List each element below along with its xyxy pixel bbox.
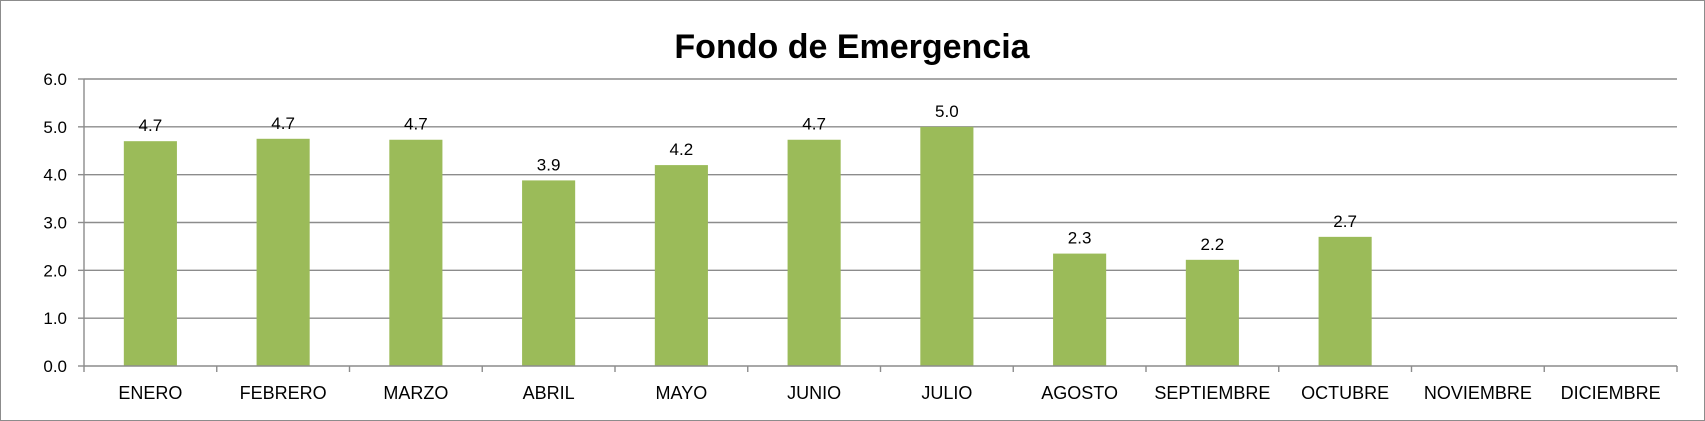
y-tick-label: 1.0 xyxy=(43,309,67,328)
y-tick-label: 0.0 xyxy=(43,357,67,376)
x-tick-label: FEBRERO xyxy=(240,383,327,403)
bar xyxy=(123,141,177,366)
data-label: 5.0 xyxy=(935,102,959,121)
y-tick-label: 3.0 xyxy=(43,214,67,233)
bar xyxy=(522,180,576,366)
data-label: 4.7 xyxy=(404,115,428,134)
data-labels: 4.7 4.7 4.7 3.9 4.2 4.7 5.0 2.3 2.2 2.7 xyxy=(139,102,1357,254)
data-label: 3.9 xyxy=(537,155,561,174)
chart-title: Fondo de Emergencia xyxy=(674,28,1030,66)
bars xyxy=(123,126,1372,366)
y-tick-label: 2.0 xyxy=(43,261,67,280)
bar xyxy=(389,139,443,366)
bar xyxy=(787,139,841,366)
x-tick-label: ENERO xyxy=(118,383,182,403)
bar xyxy=(256,138,310,366)
data-label: 4.7 xyxy=(271,114,295,133)
gridlines xyxy=(84,78,1677,319)
data-label: 4.2 xyxy=(670,140,694,159)
bar xyxy=(1053,253,1107,366)
bar xyxy=(654,165,708,366)
x-tick-label: MARZO xyxy=(383,383,448,403)
x-tick-label: SEPTIEMBRE xyxy=(1154,383,1270,403)
bar xyxy=(1318,236,1372,366)
x-axis: ENERO FEBRERO MARZO ABRIL MAYO JUNIO JULIO AGOS… xyxy=(83,79,1678,403)
x-tick-label: DICIEMBRE xyxy=(1561,383,1661,403)
data-label: 2.7 xyxy=(1333,212,1357,231)
bar xyxy=(920,126,974,366)
data-label: 4.7 xyxy=(802,115,826,134)
data-label: 2.2 xyxy=(1201,235,1225,254)
bar xyxy=(1185,259,1239,366)
x-tick-label: JULIO xyxy=(921,383,972,403)
y-tick-label: 5.0 xyxy=(43,118,67,137)
y-tick-label: 6.0 xyxy=(43,70,67,89)
x-tick-label: MAYO xyxy=(656,383,708,403)
x-tick-label: ABRIL xyxy=(523,383,575,403)
x-tick-label: NOVIEMBRE xyxy=(1424,383,1532,403)
y-axis-ticks: 0.0 1.0 2.0 3.0 4.0 5.0 6.0 xyxy=(43,70,84,376)
x-tick-label: JUNIO xyxy=(787,383,841,403)
x-tick-label: AGOSTO xyxy=(1041,383,1118,403)
data-label: 4.7 xyxy=(139,116,163,135)
y-tick-label: 4.0 xyxy=(43,166,67,185)
x-tick-label: OCTUBRE xyxy=(1301,383,1389,403)
data-label: 2.3 xyxy=(1068,229,1092,248)
